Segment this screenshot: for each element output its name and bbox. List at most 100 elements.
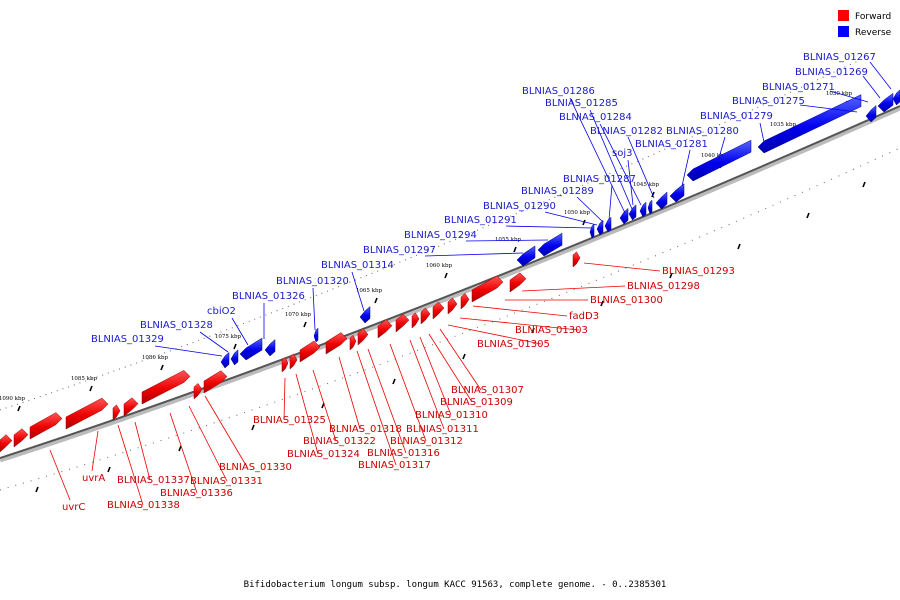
- tick-label: 1035 kbp: [770, 122, 797, 128]
- reverse-leader-line: [862, 75, 881, 99]
- tick-mark: [582, 219, 586, 226]
- tick-mark: [89, 385, 93, 392]
- forward-gene-arrow: [29, 412, 63, 440]
- forward-gene-arrow: [411, 312, 420, 329]
- tick-mark: [35, 486, 39, 493]
- forward-gene-label: uvrA: [82, 473, 105, 484]
- tick-mark: [600, 300, 604, 307]
- tick-mark: [531, 327, 535, 334]
- forward-leader-line: [49, 449, 71, 501]
- reverse-leader-line: [576, 196, 604, 223]
- reverse-leader-line: [312, 287, 316, 331]
- forward-leader-line: [472, 305, 568, 317]
- tick-label: 1055 kbp: [495, 237, 522, 243]
- reverse-leader-line: [869, 61, 892, 90]
- forward-gene-arrow: [460, 293, 470, 310]
- forward-gene-label: BLNIAS_01331: [190, 476, 263, 487]
- reverse-gene-arrow: [604, 216, 612, 233]
- reverse-gene-arrow: [669, 183, 685, 203]
- reverse-gene-label: BLNIAS_01282: [590, 126, 663, 137]
- reverse-gene-label: BLNIAS_01290: [483, 201, 556, 212]
- forward-gene-label: BLNIAS_01303: [515, 325, 588, 336]
- forward-gene-arrow: [281, 356, 289, 373]
- reverse-gene-label: BLNIAS_01294: [404, 230, 477, 241]
- forward-gene-arrow: [395, 313, 410, 333]
- backbone: [0, 105, 900, 459]
- forward-gene-label: BLNIAS_01307: [451, 385, 524, 396]
- tick-mark: [669, 272, 673, 279]
- tick-label: 1075 kbp: [215, 334, 242, 340]
- tick-mark: [513, 246, 517, 253]
- reverse-gene-arrow: [596, 219, 604, 236]
- reverse-gene-label: soj3: [612, 148, 632, 159]
- forward-leader-line: [188, 405, 228, 482]
- tick-label: 1060 kbp: [426, 263, 453, 269]
- reverse-leader-line: [231, 317, 249, 346]
- reverse-leader-line: [599, 123, 642, 206]
- legend: Forward Reverse: [838, 10, 892, 38]
- forward-leader-line: [91, 430, 99, 472]
- forward-gene-arrow: [123, 397, 139, 417]
- forward-leader-line: [204, 395, 248, 468]
- reverse-leader-line: [424, 252, 524, 257]
- forward-leader-line: [169, 412, 198, 494]
- reverse-gene-arrow: [655, 191, 668, 210]
- forward-gene-arrow: [65, 397, 109, 430]
- forward-gene-label: BLNIAS_01311: [406, 424, 479, 435]
- reverse-leader-line: [627, 159, 634, 206]
- forward-leader-line: [312, 369, 337, 442]
- forward-leader-line: [389, 343, 427, 442]
- forward-leader-line: [338, 356, 361, 430]
- forward-gene-label: BLNIAS_01298: [627, 281, 700, 292]
- reverse-leader-line: [759, 122, 766, 148]
- legend-swatch-reverse: [838, 26, 849, 37]
- reverse-leader-line: [154, 345, 223, 357]
- tick-label: 1080 kbp: [142, 355, 169, 361]
- tick-label: 1045 kbp: [633, 182, 660, 188]
- reverse-gene-label: BLNIAS_01281: [635, 139, 708, 150]
- forward-leader-line: [428, 333, 473, 403]
- reverse-gene-arrow: [359, 305, 371, 324]
- tick-mark: [392, 378, 396, 385]
- reverse-gene-label: BLNIAS_01329: [91, 334, 164, 345]
- reverse-gene-label: BLNIAS_01314: [321, 260, 394, 271]
- forward-gene-arrow: [509, 272, 527, 293]
- reverse-gene-label: BLNIAS_01280: [666, 126, 739, 137]
- reverse-leader-line: [505, 225, 593, 229]
- forward-gene-arrow: [203, 370, 228, 394]
- reverse-gene-arrow: [239, 337, 263, 361]
- forward-gene-arrow: [0, 434, 13, 453]
- forward-gene-label: BLNIAS_01322: [303, 436, 376, 447]
- legend-swatch-forward: [838, 10, 849, 21]
- backbone-shadow: [0, 105, 900, 463]
- forward-leader-line: [459, 317, 580, 331]
- tick-label: 1070 kbp: [285, 312, 312, 318]
- forward-gene-label: BLNIAS_01293: [662, 266, 735, 277]
- forward-leader-line: [283, 377, 286, 421]
- forward-leader-line: [367, 348, 407, 454]
- reverse-gene-label: BLNIAS_01271: [762, 82, 835, 93]
- tick-mark: [160, 364, 164, 371]
- reverse-leader-line: [465, 239, 549, 242]
- reverse-leader-line: [569, 97, 626, 214]
- reverse-leader-line: [715, 136, 726, 169]
- reverse-leader-line: [544, 211, 598, 226]
- forward-leader-line: [447, 324, 542, 345]
- forward-gene-arrow: [432, 301, 445, 320]
- forward-gene-arrow: [349, 334, 357, 351]
- legend-label-forward: Forward: [855, 12, 891, 22]
- reverse-leader-line: [799, 104, 858, 113]
- reverse-gene-label: BLNIAS_01284: [559, 112, 632, 123]
- reverse-leader-line: [681, 149, 691, 187]
- legend-label-reverse: Reverse: [855, 28, 892, 38]
- forward-gene-arrow: [471, 275, 504, 303]
- forward-gene-label: BLNIAS_01337: [117, 475, 190, 486]
- forward-leader-line: [409, 339, 445, 430]
- reverse-gene-label: BLNIAS_01286: [522, 86, 595, 97]
- forward-leader-line: [419, 336, 452, 416]
- tick-mark: [651, 191, 655, 198]
- reverse-gene-arrow: [220, 351, 230, 369]
- forward-gene-label: BLNIAS_01324: [287, 449, 360, 460]
- forward-gene-arrow: [289, 353, 298, 370]
- reverse-gene-arrow: [647, 199, 653, 215]
